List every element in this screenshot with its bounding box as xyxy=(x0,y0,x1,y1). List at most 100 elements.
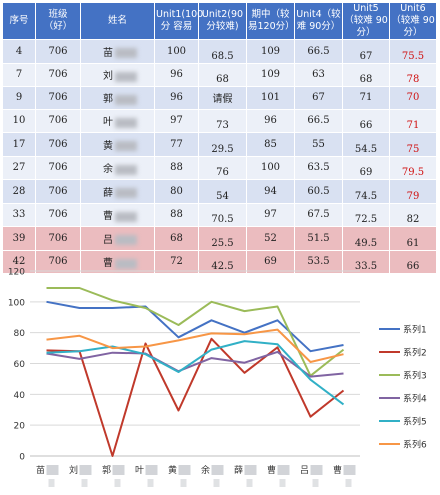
x-label-redaction xyxy=(213,479,220,487)
cell-midterm: 101 xyxy=(246,86,295,110)
cell-unit6: 75.5 xyxy=(389,39,437,64)
x-tick-label: 刘 xyxy=(69,464,78,476)
cell-unit6: 79 xyxy=(389,179,437,204)
cell-midterm: 109 xyxy=(246,62,295,87)
name-redaction xyxy=(115,258,137,269)
series-line-1 xyxy=(46,300,344,353)
cell-midterm: 85 xyxy=(246,132,295,157)
y-tick-label: 100 xyxy=(8,298,25,308)
header-unit2: Unit2(90分较难) xyxy=(198,2,247,40)
x-label-redaction xyxy=(312,479,319,487)
cell-unit1: 72 xyxy=(154,249,199,274)
cell-class: 706 xyxy=(35,62,81,87)
header-unit6: Unit6（较难 90分） xyxy=(389,2,437,40)
cell-name: 吕 xyxy=(80,226,155,251)
x-label-redaction xyxy=(46,465,59,475)
cell-no: 4 xyxy=(2,39,36,64)
table-row: 27 706 余 88 76 100 63.5 69 79.5 xyxy=(2,155,437,180)
name-redaction xyxy=(115,141,137,152)
series-line-6 xyxy=(46,328,344,363)
student-name: 薛 xyxy=(103,187,113,199)
cell-unit2: 29.5 xyxy=(198,132,247,157)
cell-unit4: 63 xyxy=(294,62,343,87)
cell-unit4: 51.5 xyxy=(294,226,343,251)
cell-name: 曹 xyxy=(80,249,155,274)
name-redaction xyxy=(115,188,137,199)
cell-class: 706 xyxy=(35,202,81,227)
cell-unit5: 72.5 xyxy=(342,202,390,227)
cell-unit5: 67 xyxy=(342,39,390,64)
cell-unit4: 66.5 xyxy=(294,39,343,64)
header-midterm: 期中（较易120分） xyxy=(246,2,295,40)
cell-unit6: 78 xyxy=(389,62,437,87)
table-row: 42 706 曹 72 42.5 69 53.5 33.5 66 xyxy=(2,249,437,274)
cell-unit1: 88 xyxy=(154,155,199,180)
x-label-redaction xyxy=(244,465,257,475)
cell-unit1: 97 xyxy=(154,108,199,133)
student-name: 曹 xyxy=(103,258,113,270)
cell-unit6: 79.5 xyxy=(389,155,437,180)
cell-class: 706 xyxy=(35,249,81,274)
cell-unit1: 88 xyxy=(154,202,199,227)
x-label-redaction xyxy=(48,479,55,487)
header-unit5: Unit5（较难 90分） xyxy=(342,2,390,40)
score-table: 序号 班级（好） 姓名 Unit1(100分 容易 Unit2(90分较难) 期… xyxy=(2,2,437,274)
table-row: 28 706 薛 80 54 94 60.5 74.5 79 xyxy=(2,179,437,204)
x-label-redaction xyxy=(246,479,253,487)
cell-unit2: 25.5 xyxy=(198,226,247,251)
cell-class: 706 xyxy=(35,226,81,251)
cell-unit5: 71 xyxy=(342,86,390,110)
cell-unit4: 66.5 xyxy=(294,108,343,133)
cell-no: 17 xyxy=(2,132,36,157)
student-name: 曹 xyxy=(103,211,113,223)
cell-unit5: 68 xyxy=(342,62,390,87)
y-tick-label: 80 xyxy=(14,329,26,339)
cell-unit4: 60.5 xyxy=(294,179,343,204)
cell-unit6: 61 xyxy=(389,226,437,251)
cell-no: 39 xyxy=(2,226,36,251)
x-tick-label: 吕 xyxy=(300,465,309,476)
cell-unit6: 82 xyxy=(389,202,437,227)
x-label-redaction xyxy=(310,465,323,475)
legend-label-5: 系列5 xyxy=(403,416,427,428)
table-row: 39 706 吕 68 25.5 52 51.5 49.5 61 xyxy=(2,226,437,251)
legend-label-1: 系列1 xyxy=(403,324,427,336)
x-label-redaction xyxy=(277,465,290,475)
legend-label-6: 系列6 xyxy=(403,439,427,451)
cell-unit2: 54 xyxy=(198,179,247,204)
legend-label-2: 系列2 xyxy=(403,347,427,359)
cell-unit1: 96 xyxy=(154,86,199,110)
student-name: 刘 xyxy=(103,71,113,83)
table-row: 4 706 苗 100 68.5 109 66.5 67 75.5 xyxy=(2,39,437,64)
cell-unit5: 49.5 xyxy=(342,226,390,251)
cell-name: 郭 xyxy=(80,86,155,110)
y-tick-label: 120 xyxy=(8,268,25,278)
series-line-3 xyxy=(46,287,345,377)
cell-midterm: 109 xyxy=(246,39,295,64)
cell-unit5: 69 xyxy=(342,155,390,180)
table-row: 9 706 郭 96 请假 101 67 71 70 xyxy=(2,86,437,110)
name-redaction xyxy=(115,164,137,175)
cell-no: 28 xyxy=(2,179,36,204)
cell-name: 苗 xyxy=(80,39,155,64)
name-redaction xyxy=(115,117,137,128)
cell-unit4: 67.5 xyxy=(294,202,343,227)
student-name: 余 xyxy=(103,164,113,176)
cell-unit2: 请假 xyxy=(198,86,247,110)
y-tick-label: 60 xyxy=(14,360,26,370)
x-label-redaction xyxy=(279,479,286,487)
cell-class: 706 xyxy=(35,155,81,180)
cell-name: 叶 xyxy=(80,108,155,133)
cell-class: 706 xyxy=(35,86,81,110)
cell-unit4: 55 xyxy=(294,132,343,157)
cell-unit2: 73 xyxy=(198,108,247,133)
cell-class: 706 xyxy=(35,179,81,204)
student-name: 郭 xyxy=(103,94,113,106)
x-label-redaction xyxy=(178,465,191,475)
cell-name: 刘 xyxy=(80,62,155,87)
student-name: 苗 xyxy=(103,47,113,59)
x-label-redaction xyxy=(112,465,125,475)
cell-unit2: 42.5 xyxy=(198,249,247,274)
cell-unit5: 54.5 xyxy=(342,132,390,157)
x-tick-label: 薛 xyxy=(234,464,243,476)
